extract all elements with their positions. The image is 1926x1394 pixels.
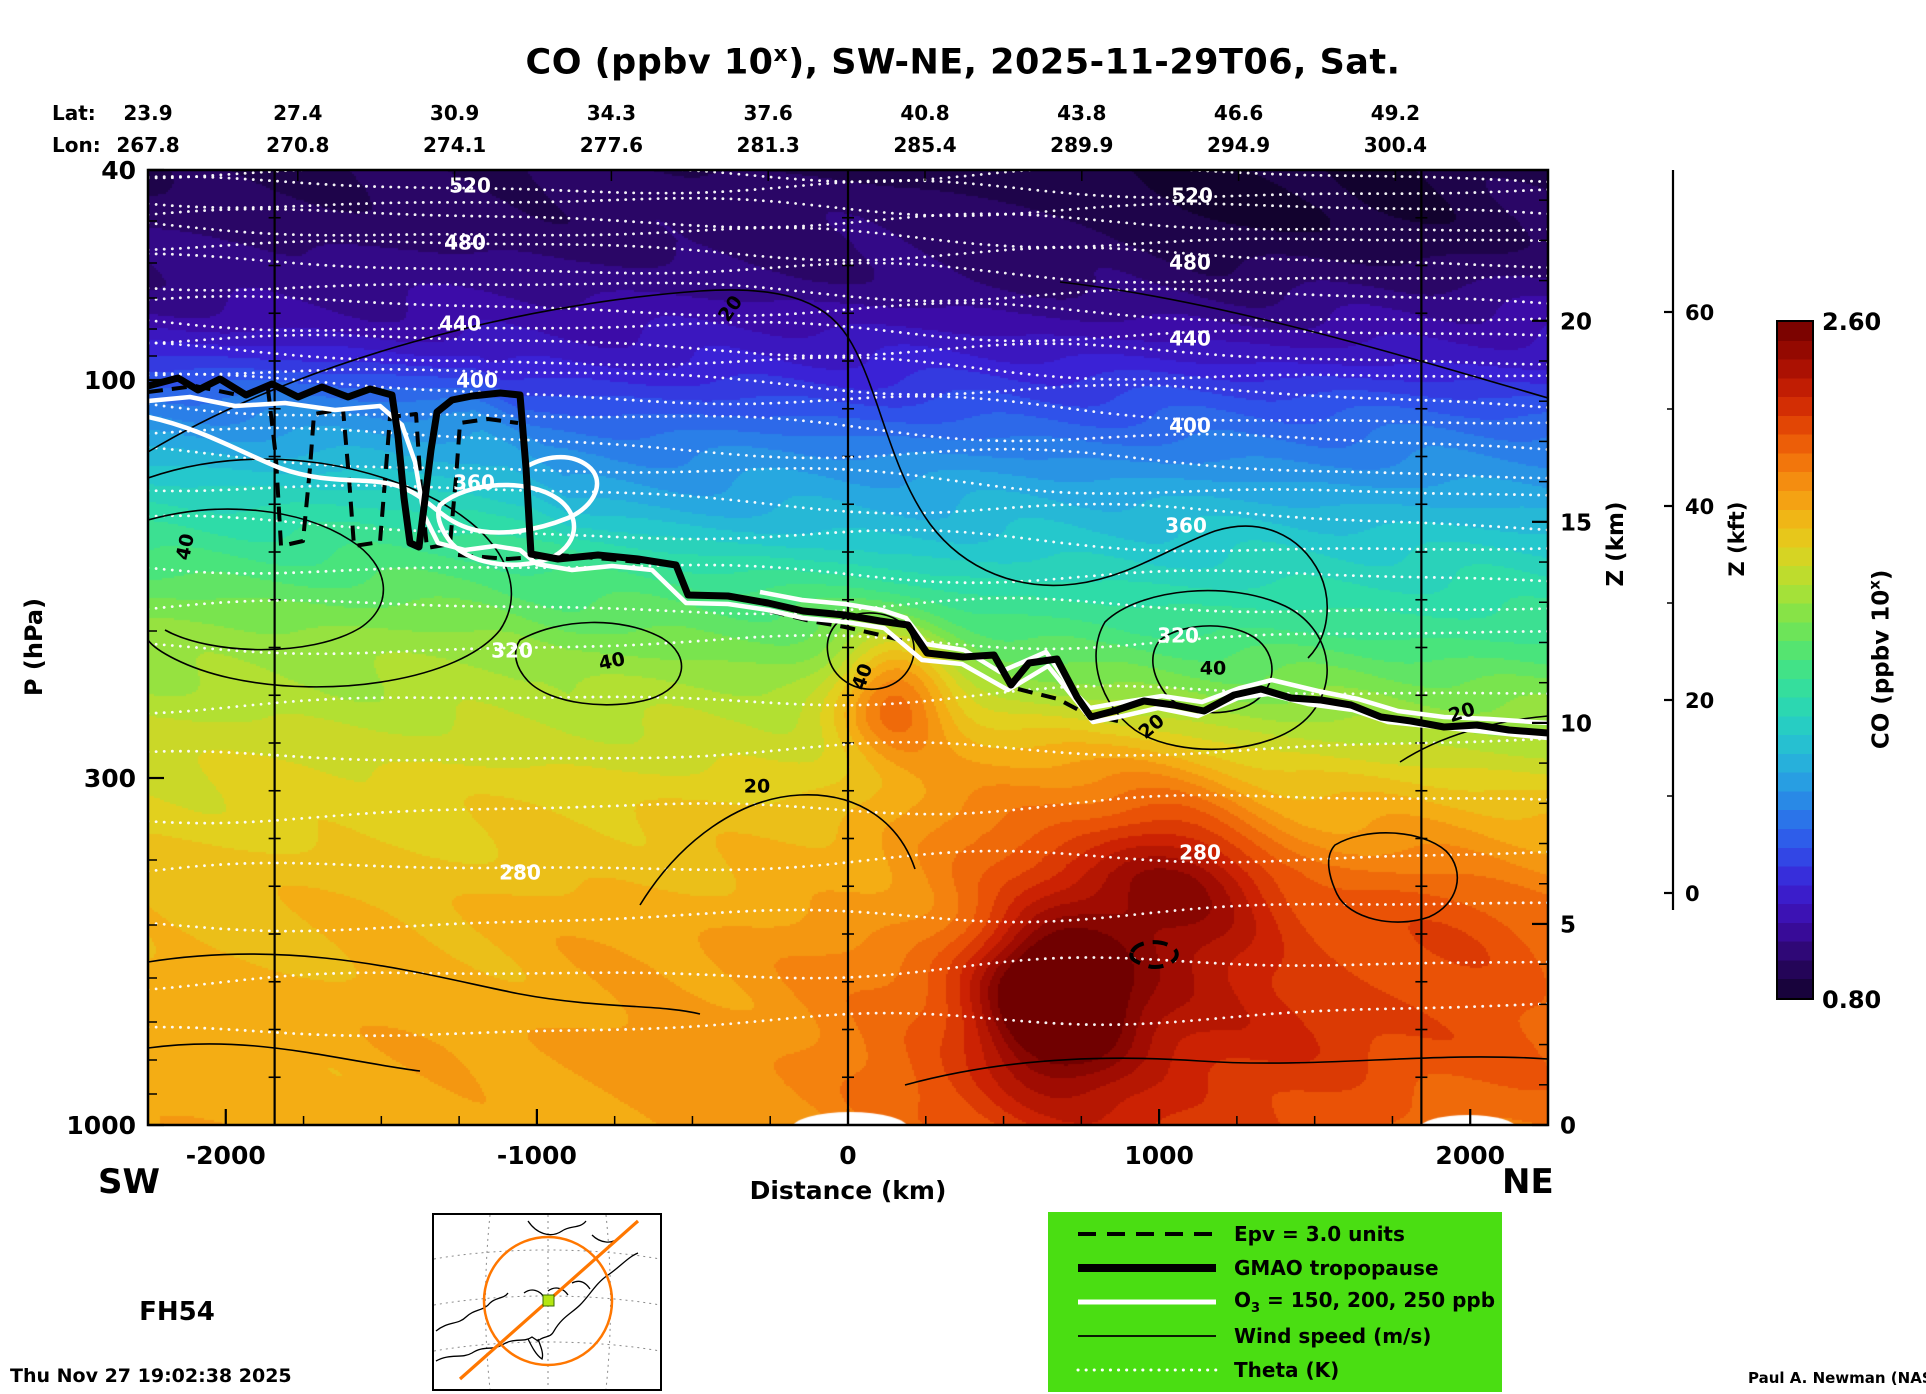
lon-value: 277.6: [579, 133, 644, 157]
colorbar-title-suffix: ): [1868, 569, 1895, 581]
colorbar: [1776, 320, 1814, 1000]
zkm-tick-label: 15: [1560, 510, 1592, 536]
colorbar-title-prefix: CO (ppbv 10: [1868, 589, 1895, 750]
legend-item-tropopause: GMAO tropopause: [1048, 1251, 1502, 1285]
colorbar-title: CO (ppbv 10x): [1866, 459, 1895, 859]
legend-label: O3 = 150, 200, 250 ppb: [1234, 1288, 1496, 1316]
lon-value: 294.9: [1206, 133, 1271, 157]
x-axis-tick-label: -1000: [497, 1141, 577, 1170]
zkm-axis-title: Z (km): [1603, 344, 1629, 744]
lat-value: 37.6: [743, 101, 793, 125]
title-suffix: ), SW-NE, 2025-11-29T06, Sat.: [788, 42, 1401, 83]
map-range-circle: [482, 1235, 614, 1367]
x-axis-tick-label: 2000: [1435, 1141, 1505, 1170]
pressure-tick-label: 1000: [66, 1111, 136, 1140]
credit-text: Paul A. Newman (NASA: [1748, 1369, 1926, 1387]
legend-item-epv: Epv = 3.0 units: [1048, 1217, 1502, 1251]
map-coastline: [435, 1220, 639, 1362]
zkft-tick-label: 40: [1685, 495, 1714, 519]
lat-value: 34.3: [586, 101, 637, 125]
zkft-axis-title-text: Z (kft): [1725, 501, 1749, 577]
lon-label: Lon:: [52, 133, 101, 157]
x-axis-title-text: Distance (km): [749, 1176, 947, 1205]
colorbar-min-label: 0.80: [1822, 986, 1882, 1014]
legend-label: Wind speed (m/s): [1234, 1324, 1432, 1348]
legend-sample-theta: [1076, 1368, 1218, 1372]
colorbar-max-label: 2.60: [1822, 308, 1882, 336]
zkm-tick-label: 5: [1560, 912, 1576, 938]
title-prefix: CO (ppbv 10: [525, 42, 774, 83]
pressure-axis-title: P (hPa): [20, 447, 48, 847]
legend-label: GMAO tropopause: [1234, 1256, 1439, 1280]
zkft-tick-label: 60: [1685, 301, 1714, 325]
pressure-tick-label: 300: [84, 764, 136, 793]
lon-value: 267.8: [116, 133, 180, 157]
lon-value: 270.8: [266, 133, 330, 157]
legend-sample-tropopause: [1078, 1264, 1216, 1272]
legend-sample-epv: [1078, 1232, 1216, 1236]
lat-value: 49.2: [1370, 101, 1421, 125]
title-exponent: x: [773, 42, 789, 67]
zkm-tick-label: 20: [1560, 309, 1592, 335]
pressure-axis-title-text: P (hPa): [20, 597, 48, 697]
x-axis-tick-label: -2000: [186, 1141, 266, 1170]
map-graticule: [433, 1214, 661, 1390]
page-title: CO (ppbv 10x), SW-NE, 2025-11-29T06, Sat…: [0, 42, 1926, 83]
legend-sample-o3: [1078, 1299, 1216, 1305]
lat-value: 46.6: [1213, 101, 1264, 125]
zkft-axis-title: Z (kft): [1725, 339, 1749, 739]
legend-box: Epv = 3.0 units GMAO tropopause O3 = 150, …: [1048, 1212, 1502, 1392]
legend-item-o3: O3 = 150, 200, 250 ppb: [1048, 1285, 1502, 1319]
zkft-tick-label: 0: [1685, 882, 1700, 906]
legend-sample-wind: [1078, 1335, 1216, 1337]
lon-value: 281.3: [736, 133, 800, 157]
map-center-marker: [542, 1294, 555, 1307]
lat-row: Lat: 23.9 27.4 30.9 34.3 37.6 40.8 43.8 46.6 49.…: [0, 101, 1926, 129]
lon-value: 300.4: [1363, 133, 1428, 157]
zkm-tick-label: 0: [1560, 1114, 1576, 1140]
lat-value: 30.9: [429, 101, 480, 125]
x-axis-tick-label: 0: [839, 1141, 856, 1170]
lon-row: Lon: 267.8 270.8 274.1 277.6 281.3 285.4 289.9…: [0, 133, 1926, 161]
lat-value: 43.8: [1057, 101, 1107, 125]
zkft-tick-label: 20: [1685, 689, 1714, 713]
lat-value: 40.8: [900, 101, 950, 125]
legend-item-wind: Wind speed (m/s): [1048, 1319, 1502, 1353]
x-axis-tick-label: 1000: [1124, 1141, 1194, 1170]
map-inset: [432, 1213, 662, 1391]
colorbar-title-exponent: x: [1865, 580, 1884, 590]
x-axis-title: Distance (km): [648, 1176, 1048, 1205]
legend-label: Theta (K): [1234, 1358, 1340, 1382]
lat-value: 27.4: [273, 101, 323, 125]
zkm-tick-label: 10: [1560, 711, 1592, 737]
corner-label-sw: SW: [98, 1162, 160, 1202]
forecast-hour-label: FH54: [139, 1297, 215, 1327]
legend-label: Epv = 3.0 units: [1234, 1222, 1405, 1246]
zkm-axis-title-text: Z (km): [1603, 501, 1629, 587]
co-field-canvas: [148, 170, 1548, 1125]
lat-value: 23.9: [123, 101, 173, 125]
pressure-tick-label: 100: [84, 366, 136, 395]
creation-timestamp: Thu Nov 27 19:02:38 2025: [10, 1365, 292, 1387]
lon-value: 285.4: [893, 133, 957, 157]
lat-label: Lat:: [52, 101, 96, 125]
lon-value: 274.1: [422, 133, 487, 157]
legend-item-theta: Theta (K): [1048, 1353, 1502, 1387]
corner-label-ne: NE: [1502, 1162, 1554, 1202]
lon-value: 289.9: [1050, 133, 1114, 157]
